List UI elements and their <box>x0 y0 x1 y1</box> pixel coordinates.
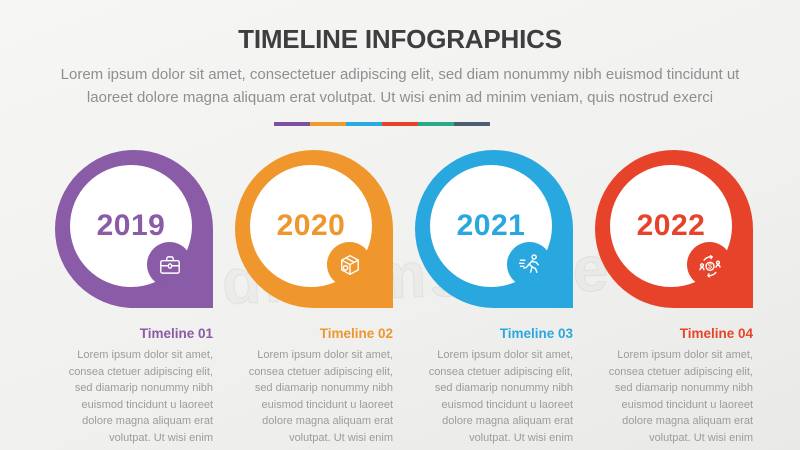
year-label: 2019 <box>96 209 166 242</box>
timeline-item-2021: 2021 Timeline 03 Lorem ipsum dolor sit a… <box>415 150 573 446</box>
marker-badge <box>507 242 552 287</box>
marker-inner-circle: 2019 <box>70 165 192 287</box>
divider-segment <box>454 122 490 126</box>
briefcase-icon <box>159 255 180 274</box>
year-label: 2021 <box>456 209 526 242</box>
item-description: Lorem ipsum dolor sit amet, consea ctetu… <box>428 349 573 444</box>
item-title: Timeline 04 <box>679 326 753 341</box>
timeline-marker-2022: 2022 $ <box>595 150 753 308</box>
marker-inner-circle: 2022 <box>610 165 732 287</box>
year-label: 2020 <box>276 209 346 242</box>
timeline-marker-2019: 2019 <box>55 150 213 308</box>
timeline-items-row: 2019 Timeline 01 Lorem ipsum dolor sit a… <box>55 150 753 446</box>
timeline-item-2022: 2022 $ Ti <box>595 150 753 446</box>
page-title: TIMELINE INFOGRAPHICS <box>238 24 562 54</box>
timeline-marker-2020: 2020 <box>235 150 393 308</box>
header: TIMELINE INFOGRAPHICS Lorem ipsum dolor … <box>0 0 800 126</box>
divider-segment <box>346 122 382 126</box>
svg-text:$: $ <box>708 263 712 270</box>
divider <box>274 122 490 126</box>
money-circulation-icon: $ <box>698 254 721 278</box>
package-icon <box>340 254 359 275</box>
item-title: Timeline 03 <box>499 326 573 341</box>
timeline-marker-2021: 2021 <box>415 150 573 308</box>
marker-badge <box>327 242 372 287</box>
divider-segment <box>382 122 418 126</box>
divider-segment <box>418 122 454 126</box>
item-title: Timeline 02 <box>319 326 393 341</box>
year-label: 2022 <box>636 209 706 242</box>
divider-segment <box>310 122 346 126</box>
divider-segment <box>274 122 310 126</box>
item-title: Timeline 01 <box>139 326 213 341</box>
item-description: Lorem ipsum dolor sit amet, consea ctetu… <box>608 349 753 444</box>
timeline-item-2019: 2019 Timeline 01 Lorem ipsum dolor sit a… <box>55 150 213 446</box>
item-description: Lorem ipsum dolor sit amet, consea ctetu… <box>68 349 213 444</box>
item-description: Lorem ipsum dolor sit amet, consea ctetu… <box>248 349 393 444</box>
marker-badge: $ <box>687 242 732 287</box>
marker-badge <box>147 242 192 287</box>
runner-icon <box>518 253 539 273</box>
page-subtitle: Lorem ipsum dolor sit amet, consectetuer… <box>60 66 740 106</box>
timeline-item-2020: 2020 Timeline 02 Lorem ipsum dolor sit a… <box>235 150 393 446</box>
